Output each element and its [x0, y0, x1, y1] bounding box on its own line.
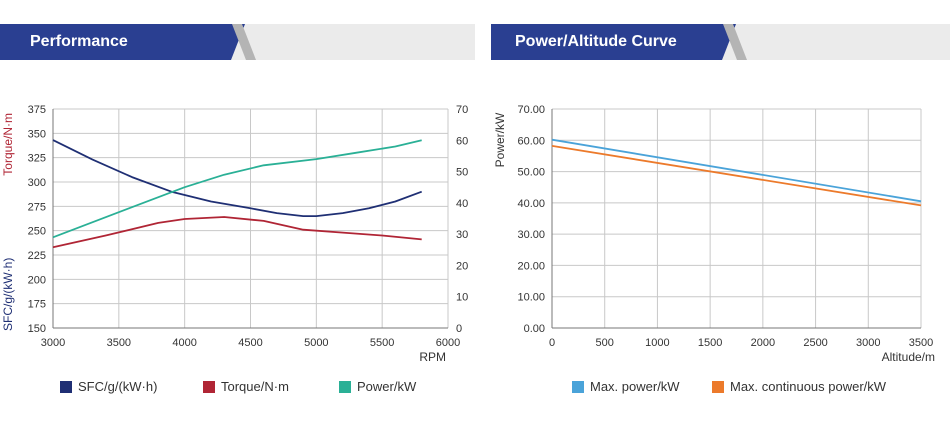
- performance-header-bar: [0, 24, 245, 60]
- y-tick-label: 20.00: [517, 260, 545, 272]
- y-right-tick-label: 30: [456, 229, 468, 241]
- legend-max-power-swatch: [572, 380, 584, 393]
- x-tick-label: 1500: [698, 337, 722, 349]
- legend-power-label: Power/kW: [357, 379, 417, 394]
- y-right-tick-label: 40: [456, 198, 468, 210]
- legend-max-power-label: Max. power/kW: [590, 379, 680, 394]
- legend-sfc-swatch: [60, 380, 72, 393]
- legend-torque-swatch: [203, 380, 215, 393]
- altitude-series-line-0: [551, 138, 922, 203]
- y-left-tick-label: 350: [28, 128, 46, 140]
- legend-max-continuous-swatch: [712, 380, 724, 393]
- y-left-tick-label: 175: [28, 299, 46, 311]
- x-tick-label: 3500: [909, 337, 933, 349]
- y-left-bottom-axis-label: SFC/g/(kW·h): [1, 258, 15, 331]
- x-tick-label: 0: [549, 337, 555, 349]
- y-left-tick-label: 275: [28, 201, 46, 213]
- y-left-tick-label: 200: [28, 274, 46, 286]
- y-tick-label: 40.00: [517, 198, 545, 210]
- legend-sfc-label: SFC/g/(kW·h): [78, 379, 158, 394]
- x-tick-label: 4500: [238, 337, 262, 349]
- legend-torque-label: Torque/N·m: [221, 379, 289, 394]
- y-left-top-axis-label: Torque/N·m: [1, 113, 15, 176]
- legend-max-power: Max. power/kW: [572, 379, 680, 394]
- x-axis-label: Altitude/m: [882, 350, 935, 364]
- power-altitude-header: Power/Altitude Curve: [491, 24, 950, 60]
- series-line-2: [52, 139, 422, 239]
- x-tick-label: 3500: [107, 337, 131, 349]
- legend-torque: Torque/N·m: [203, 379, 289, 394]
- y-right-tick-label: 50: [456, 167, 468, 179]
- x-tick-label: 6000: [436, 337, 460, 349]
- x-tick-label: 2500: [803, 337, 827, 349]
- y-tick-label: 10.00: [517, 292, 545, 304]
- legend-sfc: SFC/g/(kW·h): [60, 379, 157, 394]
- y-tick-label: 60.00: [517, 135, 545, 147]
- y-tick-label: 50.00: [517, 167, 545, 179]
- y-right-tick-label: 0: [456, 323, 462, 335]
- y-right-tick-label: 20: [456, 260, 468, 272]
- legend-power-swatch: [339, 380, 351, 393]
- y-left-tick-label: 250: [28, 226, 46, 238]
- x-tick-label: 5500: [370, 337, 394, 349]
- x-axis-label: RPM: [419, 350, 446, 364]
- y-axis-label: Power/kW: [493, 112, 507, 167]
- power-altitude-title: Power/Altitude Curve: [515, 33, 677, 50]
- x-tick-label: 1000: [645, 337, 669, 349]
- y-right-tick-label: 70: [456, 104, 468, 116]
- y-left-tick-label: 300: [28, 177, 46, 189]
- altitude-series-line-1: [551, 145, 922, 207]
- performance-title: Performance: [30, 33, 128, 50]
- y-right-tick-label: 60: [456, 135, 468, 147]
- y-tick-label: 0.00: [524, 323, 545, 335]
- y-right-tick-label: 10: [456, 292, 468, 304]
- x-tick-label: 3000: [41, 337, 65, 349]
- power-altitude-header-bar: [491, 24, 736, 60]
- legend-power: Power/kW: [339, 379, 416, 394]
- performance-chart: 3000 3500 4000 4500 5000 5500 6000375350325300…: [1, 104, 468, 364]
- legend-max-continuous-label: Max. continuous power/kW: [730, 379, 887, 394]
- x-tick-label: 3000: [856, 337, 880, 349]
- y-left-tick-label: 150: [28, 323, 46, 335]
- series-line-0: [52, 139, 423, 217]
- y-left-tick-label: 325: [28, 153, 46, 165]
- x-tick-label: 5000: [304, 337, 328, 349]
- y-left-tick-label: 225: [28, 250, 46, 262]
- power-altitude-chart: 0 500 1000 1500 2000 2500 3000 3500 70.00 60.00 50…: [493, 104, 935, 364]
- series-line-1: [52, 216, 422, 249]
- x-tick-label: 2000: [751, 337, 775, 349]
- y-tick-label: 30.00: [517, 229, 545, 241]
- x-tick-label: 4000: [172, 337, 196, 349]
- y-left-tick-label: 375: [28, 104, 46, 116]
- x-tick-label: 500: [596, 337, 614, 349]
- performance-header: Performance: [0, 24, 475, 60]
- y-tick-label: 70.00: [517, 104, 545, 116]
- legend-max-continuous: Max. continuous power/kW: [712, 379, 886, 394]
